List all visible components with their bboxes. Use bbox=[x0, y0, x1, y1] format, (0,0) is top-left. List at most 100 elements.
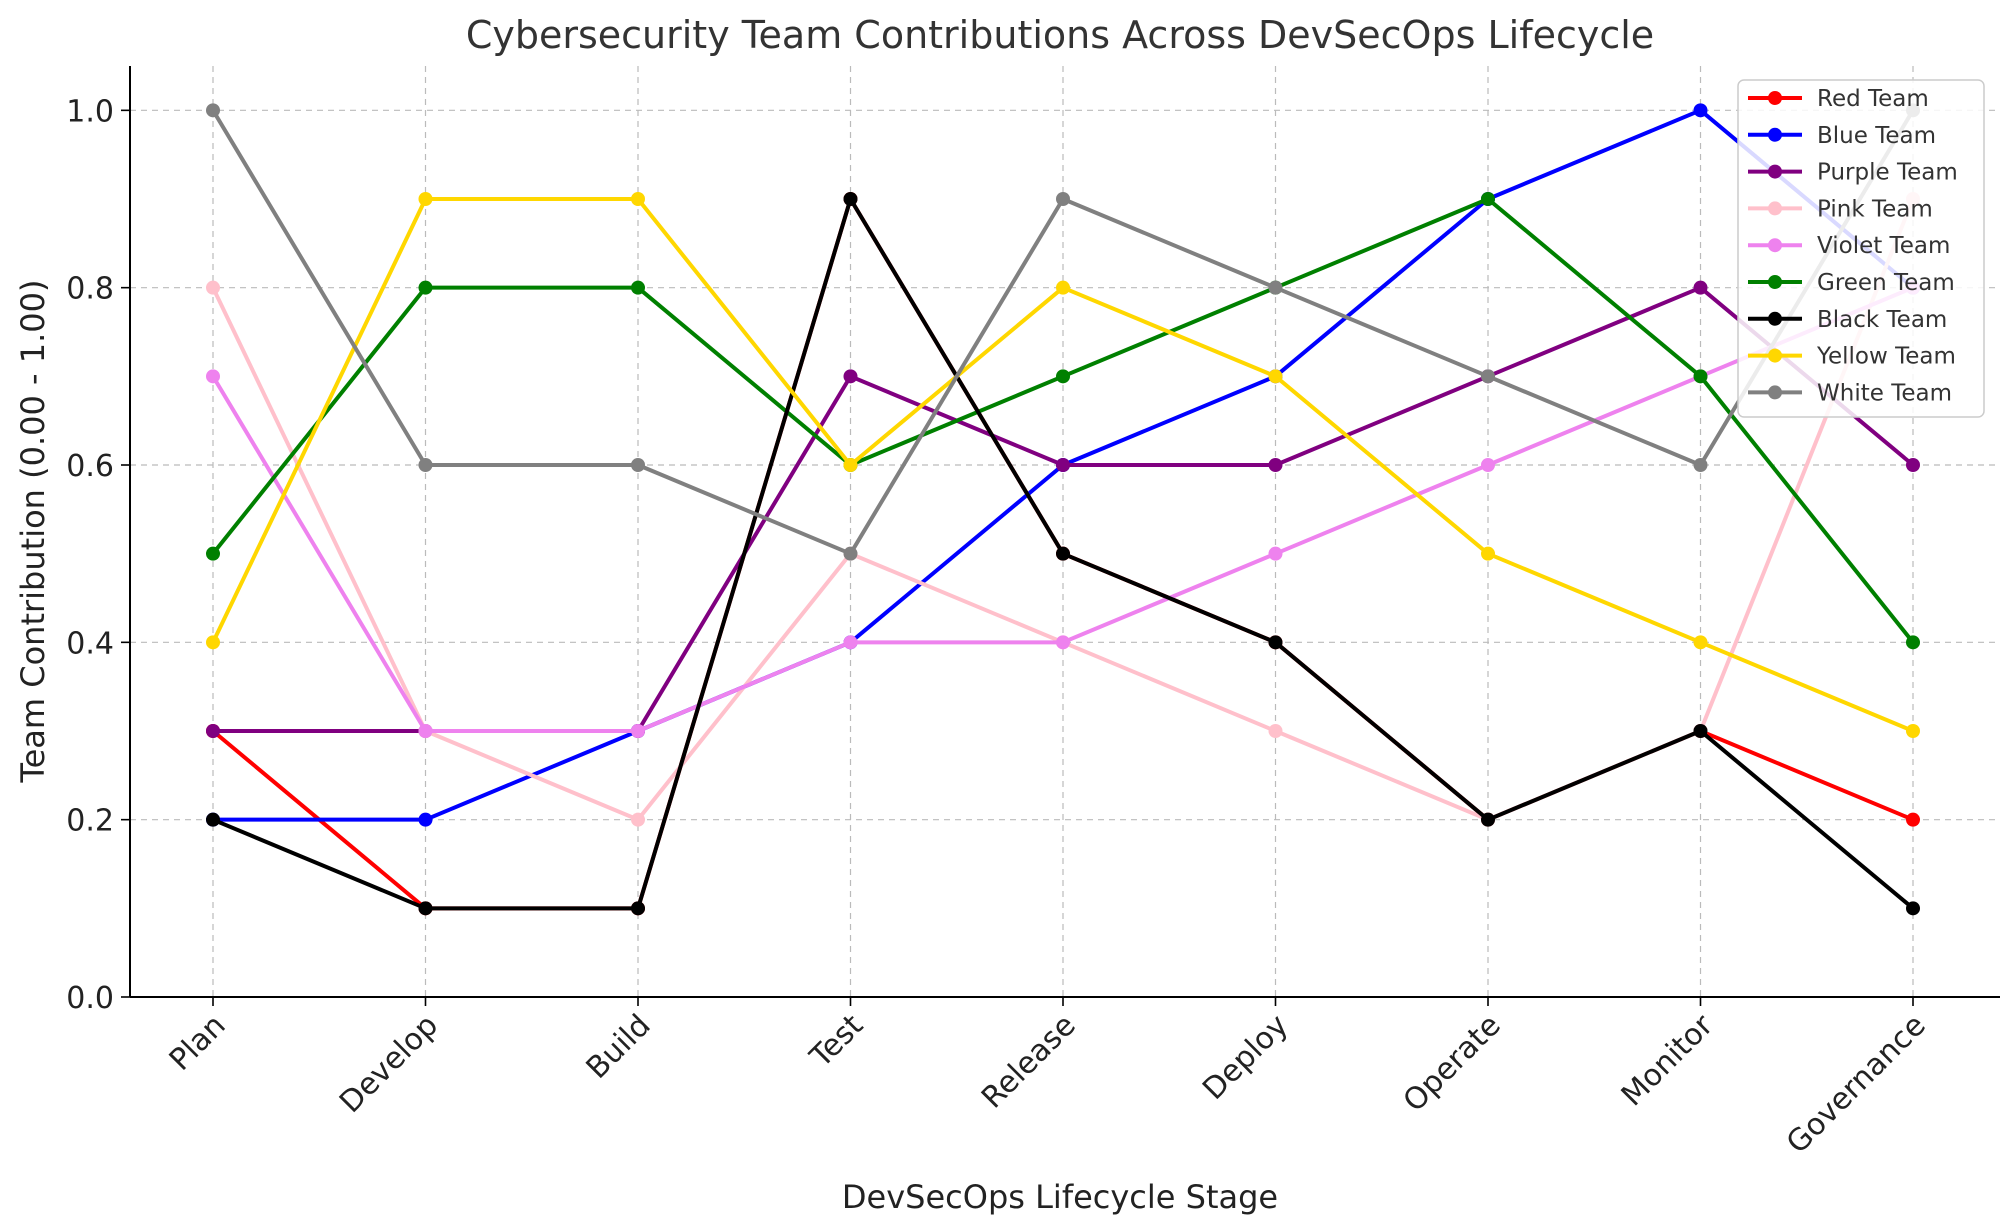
data-point-violet-team bbox=[206, 369, 220, 384]
x-ticks: Plan Develop Build Test Release Deploy Operate… bbox=[163, 997, 1933, 1161]
y-tick-label: 1.0 bbox=[66, 94, 114, 129]
legend-label: Violet Team bbox=[1817, 233, 1950, 259]
legend-label: Pink Team bbox=[1817, 196, 1933, 222]
data-point-white-team bbox=[1693, 458, 1708, 472]
series-white-team bbox=[206, 103, 1920, 561]
data-point-purple-team bbox=[843, 369, 858, 384]
legend-box bbox=[1737, 79, 1985, 418]
data-point-white-team bbox=[631, 458, 645, 472]
legend-item-purple-team: Purple Team bbox=[1748, 160, 1958, 186]
data-point-violet-team bbox=[1056, 635, 1070, 650]
data-point-black-team bbox=[1481, 812, 1495, 827]
series bbox=[206, 103, 1920, 916]
x-tick-label: Develop bbox=[333, 1008, 445, 1120]
data-point-green-team bbox=[1056, 369, 1070, 384]
data-point-black-team bbox=[418, 901, 433, 916]
legend-item-pink-team: Pink Team bbox=[1748, 196, 1933, 222]
data-point-green-team bbox=[1693, 369, 1708, 384]
legend-label: Black Team bbox=[1817, 307, 1947, 333]
chart-title: Cybersecurity Team Contributions Across … bbox=[466, 13, 1654, 57]
data-point-yellow-team bbox=[843, 458, 858, 472]
data-point-violet-team bbox=[843, 635, 858, 650]
legend-item-red-team: Red Team bbox=[1748, 86, 1929, 112]
data-point-yellow-team bbox=[1481, 546, 1495, 561]
legend-marker bbox=[1768, 201, 1782, 216]
legend-label: Red Team bbox=[1817, 86, 1929, 112]
x-tick-label: Plan bbox=[163, 1008, 233, 1078]
data-point-white-team bbox=[843, 546, 858, 561]
data-point-red-team bbox=[1906, 812, 1920, 827]
y-tick-label: 0.2 bbox=[66, 804, 114, 839]
legend-label: Yellow Team bbox=[1816, 344, 1956, 370]
legend-label: White Team bbox=[1817, 380, 1952, 406]
series-black-team bbox=[206, 192, 1920, 916]
legend-marker bbox=[1768, 127, 1782, 142]
data-point-yellow-team bbox=[418, 192, 433, 206]
legend-item-blue-team: Blue Team bbox=[1748, 123, 1936, 149]
data-point-yellow-team bbox=[1693, 635, 1708, 650]
data-point-yellow-team bbox=[1906, 724, 1920, 738]
legend-item-black-team: Black Team bbox=[1748, 307, 1947, 333]
x-tick-label: Deploy bbox=[1196, 1008, 1295, 1107]
legend-marker bbox=[1768, 348, 1782, 363]
legend-marker bbox=[1768, 311, 1782, 326]
y-tick-label: 0.6 bbox=[66, 449, 114, 484]
x-tick-label: Release bbox=[975, 1008, 1083, 1116]
legend-item-green-team: Green Team bbox=[1748, 270, 1955, 296]
x-tick-label: Test bbox=[803, 1008, 870, 1075]
x-axis-label: DevSecOps Lifecycle Stage bbox=[842, 1178, 1278, 1216]
data-point-purple-team bbox=[1056, 458, 1070, 472]
data-point-violet-team bbox=[1481, 458, 1495, 472]
series-yellow-team bbox=[206, 192, 1920, 738]
data-point-purple-team bbox=[1906, 458, 1920, 472]
y-tick-label: 0.0 bbox=[66, 981, 114, 1016]
legend-marker bbox=[1768, 275, 1782, 289]
legend-item-violet-team: Violet Team bbox=[1748, 233, 1950, 259]
data-point-purple-team bbox=[1268, 458, 1283, 472]
data-point-violet-team bbox=[1268, 546, 1283, 561]
data-point-green-team bbox=[1906, 635, 1920, 650]
y-ticks: 0.0 0.2 0.4 0.6 0.8 1.0 bbox=[66, 94, 130, 1016]
data-point-white-team bbox=[1268, 280, 1283, 295]
legend-marker bbox=[1768, 164, 1782, 179]
legend-item-white-team: White Team bbox=[1748, 380, 1952, 406]
data-point-yellow-team bbox=[206, 635, 220, 650]
axes bbox=[129, 66, 2000, 998]
data-point-blue-team bbox=[1693, 103, 1708, 118]
legend: Red Team Blue Team Purple Team Pink Team Vio… bbox=[1737, 79, 1985, 418]
y-tick-label: 0.4 bbox=[66, 626, 114, 661]
data-point-violet-team bbox=[631, 724, 645, 738]
data-point-black-team bbox=[631, 901, 645, 916]
data-point-violet-team bbox=[418, 724, 433, 738]
data-point-white-team bbox=[1481, 369, 1495, 384]
data-point-yellow-team bbox=[1268, 369, 1283, 384]
data-point-green-team bbox=[206, 546, 220, 561]
data-point-pink-team bbox=[206, 280, 220, 295]
data-point-pink-team bbox=[631, 812, 645, 827]
data-point-black-team bbox=[1906, 901, 1920, 916]
data-point-yellow-team bbox=[631, 192, 645, 206]
data-point-green-team bbox=[631, 280, 645, 295]
data-point-black-team bbox=[1693, 724, 1708, 738]
data-point-purple-team bbox=[206, 724, 220, 738]
x-tick-label: Build bbox=[580, 1008, 658, 1086]
data-point-black-team bbox=[1268, 635, 1283, 650]
legend-label: Purple Team bbox=[1817, 160, 1958, 186]
legend-item-yellow-team: Yellow Team bbox=[1748, 344, 1956, 370]
data-point-black-team bbox=[1056, 546, 1070, 561]
data-point-green-team bbox=[1481, 192, 1495, 206]
legend-label: Blue Team bbox=[1817, 123, 1936, 149]
data-point-blue-team bbox=[418, 812, 433, 827]
y-tick-label: 0.8 bbox=[66, 272, 114, 307]
data-point-green-team bbox=[418, 280, 433, 295]
data-point-pink-team bbox=[1268, 724, 1283, 738]
x-tick-label: Governance bbox=[1780, 1008, 1933, 1161]
data-point-yellow-team bbox=[1056, 280, 1070, 295]
legend-marker bbox=[1768, 91, 1782, 105]
x-tick-label: Operate bbox=[1397, 1008, 1508, 1119]
legend-marker bbox=[1768, 385, 1782, 400]
data-point-white-team bbox=[1056, 192, 1070, 206]
data-point-purple-team bbox=[1693, 280, 1708, 295]
